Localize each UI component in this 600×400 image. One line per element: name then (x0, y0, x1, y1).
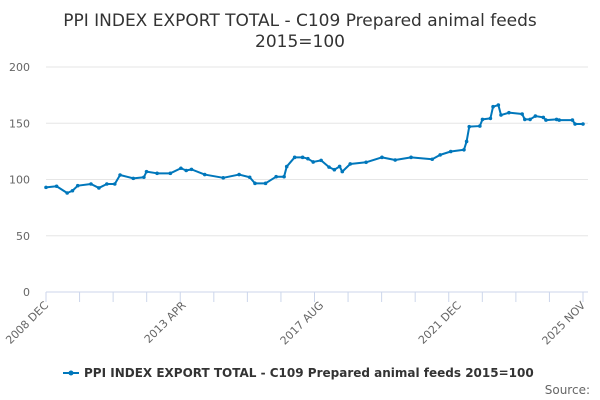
data-point (282, 174, 286, 179)
data-point (274, 174, 278, 179)
data-point (462, 148, 466, 152)
data-point (118, 173, 122, 177)
data-point (292, 155, 297, 160)
data-point (488, 116, 493, 121)
data-point (44, 185, 48, 190)
data-point (155, 171, 159, 176)
data-point (306, 156, 310, 161)
data-point (311, 160, 315, 164)
y-tick-label: 200 (9, 61, 30, 74)
data-point (507, 110, 511, 115)
y-axis: 0 50 100 150 200 (9, 61, 30, 299)
data-point (168, 171, 173, 176)
data-point (75, 183, 80, 188)
data-point (557, 118, 561, 122)
data-point (340, 169, 345, 174)
data-point (97, 186, 101, 190)
data-point (70, 188, 75, 193)
data-point (380, 155, 384, 160)
data-point (533, 114, 538, 118)
data-point (528, 117, 532, 122)
x-tick-label: 2025 NOV (540, 299, 589, 348)
grid (46, 66, 588, 237)
data-point (89, 182, 93, 186)
x-tick-label: 2008 DEC (3, 299, 51, 347)
x-tick-label: 2013 APR (142, 299, 189, 346)
data-point (184, 168, 189, 173)
data-point (478, 124, 482, 128)
data-point (202, 172, 207, 177)
data-point (541, 115, 546, 120)
data-point (142, 175, 146, 180)
data-point (464, 139, 469, 144)
data-point (337, 164, 342, 169)
data-point (144, 169, 149, 174)
data-point (480, 117, 485, 122)
data-point (570, 118, 575, 122)
y-tick-label: 50 (16, 230, 30, 243)
data-point (253, 181, 257, 186)
chart-title-line-2: 2015=100 (255, 32, 345, 52)
data-point (189, 167, 194, 172)
data-point (179, 166, 183, 171)
series-group (44, 103, 585, 195)
legend-label: PPI INDEX EXPORT TOTAL - C109 Prepared a… (84, 366, 534, 380)
y-tick-label: 0 (23, 286, 30, 299)
data-point (499, 113, 503, 117)
data-point (467, 124, 472, 129)
x-tick-label: 2021 DEC (416, 299, 464, 347)
data-point (409, 155, 413, 160)
data-point (573, 122, 577, 126)
data-point (221, 176, 226, 180)
data-point (523, 117, 527, 122)
data-point (327, 165, 331, 169)
x-tick-label: 2017 AUG (278, 299, 327, 348)
data-point (319, 158, 323, 163)
data-point (496, 103, 501, 107)
legend-marker-icon (68, 370, 74, 376)
data-point (393, 158, 397, 162)
chart-title-line-1: PPI INDEX EXPORT TOTAL - C109 Prepared a… (63, 11, 537, 31)
data-point (491, 104, 495, 109)
data-point (544, 118, 548, 122)
data-point (131, 176, 136, 181)
data-point (348, 162, 353, 166)
data-point (364, 160, 368, 165)
data-point (448, 149, 453, 154)
data-point (520, 112, 524, 116)
data-point (105, 182, 109, 186)
data-point (65, 191, 69, 195)
y-tick-label: 100 (9, 174, 30, 187)
legend-item[interactable]: PPI INDEX EXPORT TOTAL - C109 Prepared a… (63, 366, 534, 380)
data-point (284, 164, 289, 169)
data-point (332, 167, 337, 172)
x-axis: 2008 DEC 2013 APR 2017 AUG 2021 DEC 2025 NOV (3, 291, 589, 348)
data-point (430, 157, 435, 162)
data-point (54, 184, 59, 189)
data-point (581, 122, 585, 126)
data-point (438, 153, 442, 157)
source-credit[interactable]: Source: (545, 383, 590, 397)
data-point (112, 182, 117, 186)
y-tick-label: 150 (9, 117, 30, 130)
data-point (263, 181, 268, 186)
data-point (300, 155, 305, 160)
data-point (247, 175, 252, 180)
data-point (237, 172, 241, 177)
